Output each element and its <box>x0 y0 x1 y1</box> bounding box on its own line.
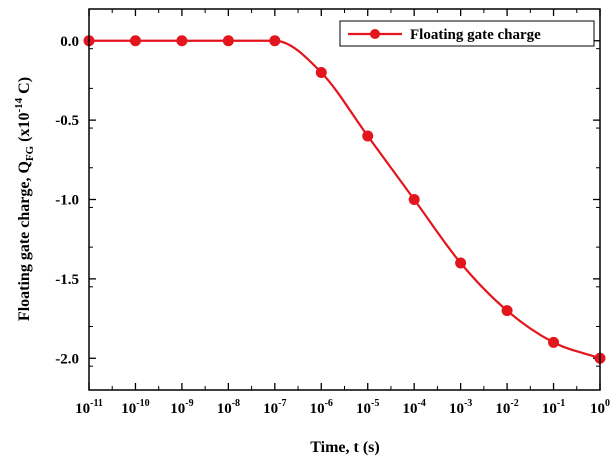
x-tick-label-exponent: -8 <box>232 398 240 409</box>
x-tick-label-base: 10 <box>121 401 136 417</box>
x-tick-label-exponent: -5 <box>371 398 379 409</box>
data-point <box>176 35 188 47</box>
x-tick-label: 10-4 <box>403 398 426 417</box>
data-point <box>222 35 234 47</box>
x-tick-label-exponent: -3 <box>464 398 472 409</box>
x-tick-label: 10-7 <box>263 398 286 417</box>
legend: Floating gate charge <box>339 20 595 47</box>
x-tick-label-exponent: -2 <box>510 398 518 409</box>
data-point <box>501 305 513 317</box>
data-point <box>129 35 141 47</box>
y-axis-title-unit-pre: (x10 <box>16 112 33 145</box>
x-tick-label: 10-9 <box>170 398 193 417</box>
legend-marker-sample <box>370 29 380 39</box>
x-tick-label: 10-5 <box>356 398 379 417</box>
y-tick-labels: 0.0 -0.5 -1.0 -1.5 -2.0 <box>55 34 79 368</box>
y-tick-label: -2.0 <box>55 351 79 367</box>
y-axis-title-unit-post: C) <box>16 77 33 98</box>
x-tick-label-base: 10 <box>542 401 557 417</box>
x-tick-label: 100 <box>590 398 610 417</box>
x-tick-label-base: 10 <box>310 401 325 417</box>
x-tick-label: 10-6 <box>310 398 333 417</box>
x-tick-label-base: 10 <box>590 401 605 417</box>
x-tick-label-base: 10 <box>356 401 371 417</box>
y-axis-title-subscript: FG <box>24 145 36 161</box>
x-tick-label-exponent: -9 <box>185 398 193 409</box>
y-tick-label: -1.5 <box>55 272 79 288</box>
x-tick-label-base: 10 <box>449 401 464 417</box>
y-tick-label: 0.0 <box>60 34 79 50</box>
plot-area <box>89 9 600 390</box>
x-tick-label-base: 10 <box>403 401 418 417</box>
x-tick-labels: 10-11 10-10 10-9 10-8 10-7 10-6 10-5 10-4 10-3 10… <box>75 398 610 417</box>
y-axis-title-unit-sup: -14 <box>13 97 25 112</box>
x-tick-label-base: 10 <box>217 401 232 417</box>
legend-label: Floating gate charge <box>410 27 541 43</box>
data-point <box>269 35 281 47</box>
x-tick-label: 10-10 <box>121 398 149 417</box>
x-tick-label-exponent: -1 <box>557 398 565 409</box>
x-tick-label-base: 10 <box>75 401 90 417</box>
x-tick-label-base: 10 <box>495 401 510 417</box>
data-point <box>455 257 467 269</box>
x-tick-label: 10-11 <box>75 398 103 417</box>
y-tick-label: -1.0 <box>55 193 79 209</box>
plot-frame <box>88 8 601 391</box>
y-tick-label: -0.5 <box>55 113 79 129</box>
x-tick-label: 10-2 <box>495 398 518 417</box>
x-tick-label-exponent: -7 <box>278 398 286 409</box>
x-tick-label-exponent: -11 <box>90 398 103 409</box>
data-point <box>548 336 560 348</box>
data-point <box>408 194 420 205</box>
y-axis-title: Floating gate charge, QFG (x10-14 C) <box>13 77 36 321</box>
x-tick-label: 10-1 <box>542 398 565 417</box>
x-tick-label-exponent: -4 <box>418 398 426 409</box>
x-tick-label-base: 10 <box>170 401 185 417</box>
x-tick-label-base: 10 <box>263 401 278 417</box>
data-point <box>315 67 327 78</box>
x-tick-label-exponent: 0 <box>605 398 610 409</box>
x-axis-title: Time, t (s) <box>310 439 379 456</box>
x-tick-label-exponent: -10 <box>136 398 149 409</box>
x-tick-label: 10-8 <box>217 398 240 417</box>
data-point <box>362 130 374 142</box>
y-axis-title-main: Floating gate charge, Q <box>16 161 33 321</box>
x-tick-label: 10-3 <box>449 398 472 417</box>
x-tick-label-exponent: -6 <box>325 398 333 409</box>
